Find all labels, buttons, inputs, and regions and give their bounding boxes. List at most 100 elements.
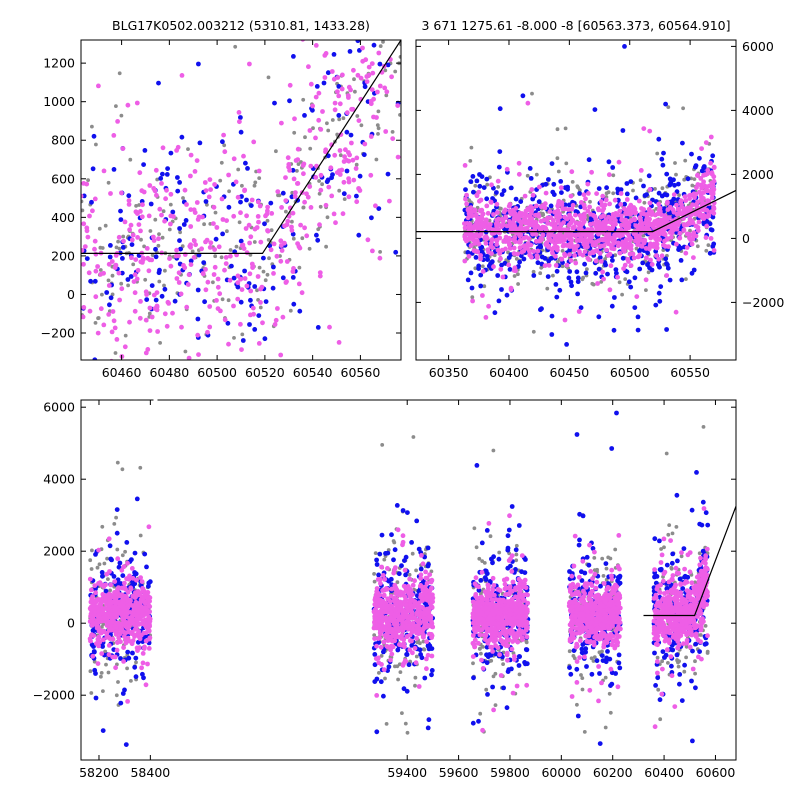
data-point bbox=[545, 274, 551, 279]
data-point bbox=[154, 303, 160, 309]
data-point bbox=[628, 263, 634, 268]
data-point bbox=[621, 206, 627, 212]
data-point bbox=[246, 222, 252, 228]
data-point bbox=[508, 185, 514, 191]
data-point bbox=[255, 214, 261, 219]
data-point bbox=[257, 265, 262, 270]
data-point bbox=[109, 557, 114, 563]
data-point bbox=[646, 270, 651, 275]
data-point bbox=[383, 551, 388, 556]
data-point bbox=[598, 237, 604, 243]
data-point bbox=[600, 556, 605, 561]
data-point bbox=[584, 387, 588, 391]
data-point bbox=[140, 255, 146, 261]
data-point bbox=[111, 318, 117, 324]
x-tick-label: 60520 bbox=[245, 365, 285, 380]
data-point bbox=[126, 198, 132, 204]
data-point bbox=[634, 294, 640, 299]
data-point bbox=[101, 322, 107, 328]
data-point bbox=[269, 228, 274, 233]
data-point bbox=[620, 292, 624, 297]
data-point bbox=[317, 222, 322, 228]
data-point bbox=[169, 420, 174, 425]
data-point bbox=[121, 234, 126, 239]
data-point bbox=[365, 237, 371, 243]
data-point bbox=[654, 232, 660, 238]
data-point bbox=[551, 192, 557, 198]
data-point bbox=[494, 242, 500, 247]
data-point bbox=[356, 118, 362, 123]
data-point bbox=[683, 222, 689, 228]
data-point bbox=[555, 156, 560, 161]
data-point bbox=[644, 255, 649, 261]
data-point bbox=[176, 253, 181, 259]
data-point bbox=[600, 658, 606, 663]
data-point bbox=[657, 264, 662, 270]
data-point bbox=[481, 185, 487, 191]
data-point bbox=[705, 167, 711, 173]
data-point bbox=[135, 267, 141, 273]
data-point bbox=[203, 267, 208, 272]
data-point bbox=[125, 277, 131, 282]
data-point bbox=[688, 192, 694, 198]
data-point bbox=[474, 463, 480, 468]
data-point bbox=[252, 327, 258, 332]
data-point bbox=[116, 680, 120, 684]
data-point bbox=[398, 113, 401, 117]
data-point bbox=[574, 666, 580, 672]
data-point bbox=[326, 184, 332, 190]
data-point bbox=[590, 546, 596, 551]
data-point bbox=[602, 221, 608, 227]
data-point bbox=[660, 162, 666, 168]
data-point bbox=[163, 196, 169, 202]
data-point bbox=[342, 197, 347, 202]
data-point bbox=[679, 277, 685, 283]
data-point bbox=[392, 547, 398, 553]
data-point bbox=[159, 293, 165, 299]
data-point bbox=[317, 273, 323, 279]
data-point bbox=[247, 240, 253, 246]
data-point bbox=[676, 181, 681, 187]
data-point bbox=[284, 222, 290, 228]
data-point bbox=[472, 241, 478, 246]
data-point bbox=[588, 199, 592, 204]
data-point bbox=[690, 183, 695, 188]
data-point bbox=[624, 181, 630, 186]
data-point bbox=[387, 198, 392, 204]
data-point bbox=[263, 299, 269, 304]
data-point bbox=[687, 232, 692, 237]
data-point bbox=[119, 281, 124, 286]
data-point bbox=[369, 61, 375, 66]
data-point bbox=[83, 390, 88, 395]
data-point bbox=[360, 45, 365, 51]
data-point bbox=[659, 547, 663, 551]
data-point bbox=[593, 217, 599, 222]
data-point bbox=[90, 124, 94, 129]
data-point bbox=[203, 188, 209, 194]
data-point bbox=[101, 270, 106, 276]
data-point bbox=[377, 255, 383, 261]
data-point bbox=[599, 243, 604, 249]
data-point bbox=[701, 179, 706, 185]
panel-top-right: 60350 60400 60450 60500 60550−20000200040006… bbox=[415, 18, 784, 391]
data-point bbox=[667, 230, 673, 235]
data-point bbox=[589, 656, 594, 661]
data-point bbox=[534, 203, 539, 209]
data-point bbox=[81, 305, 87, 310]
data-point bbox=[591, 213, 596, 218]
data-point bbox=[345, 93, 351, 98]
data-point bbox=[346, 84, 352, 90]
data-point bbox=[533, 224, 539, 230]
data-point bbox=[657, 538, 662, 544]
data-point bbox=[403, 572, 408, 578]
data-point bbox=[269, 211, 275, 216]
y-tick-label: 1200 bbox=[43, 56, 75, 71]
data-point bbox=[252, 284, 258, 289]
data-point bbox=[213, 254, 218, 259]
data-point bbox=[213, 210, 218, 215]
data-point bbox=[238, 129, 244, 135]
data-point bbox=[250, 305, 256, 311]
data-point bbox=[375, 89, 380, 95]
data-point bbox=[480, 264, 485, 269]
data-point bbox=[607, 656, 613, 662]
